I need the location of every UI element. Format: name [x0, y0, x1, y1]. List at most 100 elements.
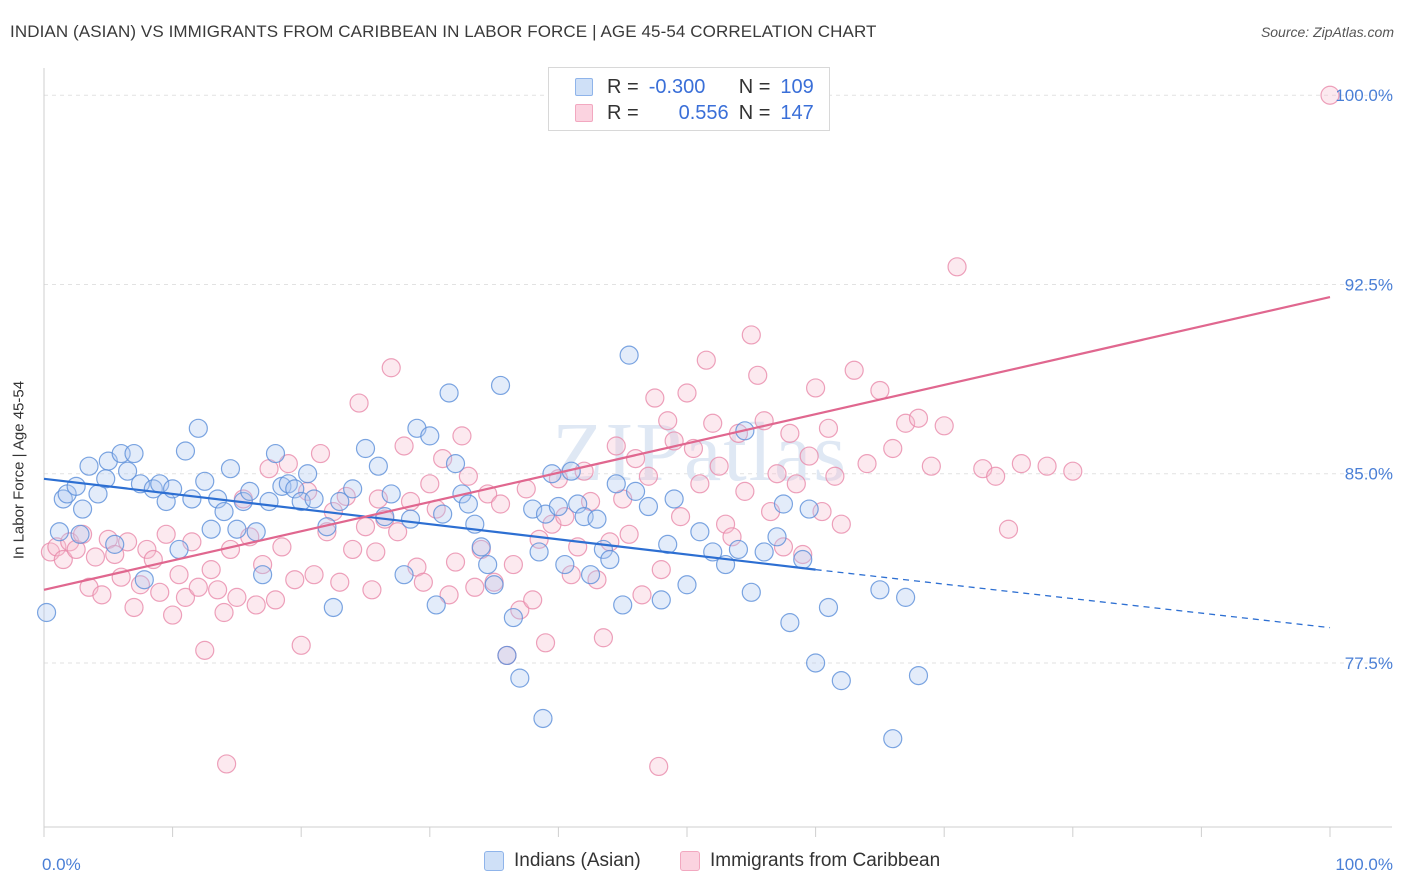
legend-row-caribbean: R = 0.556 N = 147: [575, 102, 814, 124]
x-tick-label-min: 0.0%: [42, 855, 81, 874]
indians-point: [246, 522, 266, 542]
caribbean-point: [670, 507, 691, 527]
indians-point: [677, 575, 697, 595]
indians-point: [36, 602, 57, 623]
caribbean-point: [388, 522, 408, 542]
caribbean-point: [214, 602, 234, 623]
indians-trend-extension: [815, 568, 1331, 629]
caribbean-point: [921, 456, 941, 476]
caribbean-point: [175, 587, 196, 607]
caribbean-point: [381, 358, 401, 378]
indians-point: [458, 494, 478, 514]
caribbean-point: [715, 514, 736, 534]
indians-point: [638, 496, 659, 517]
caribbean-point: [632, 585, 652, 605]
indians-point: [70, 524, 90, 544]
indians-point: [143, 479, 163, 499]
indians-point: [105, 534, 125, 554]
indians-point: [548, 496, 569, 517]
caribbean-point: [658, 411, 678, 431]
n-value: 147: [780, 101, 814, 124]
indians-point: [117, 461, 138, 481]
caribbean-point: [355, 517, 376, 537]
caribbean-point: [85, 547, 106, 567]
y-tick-label: 100.0%: [1335, 86, 1393, 105]
caribbean-point: [773, 537, 794, 557]
indians-point: [265, 443, 286, 464]
indians-point: [818, 597, 839, 618]
caribbean-point: [510, 600, 530, 620]
caribbean-point: [606, 436, 626, 456]
indians-point: [72, 499, 93, 519]
axes: [43, 68, 1392, 837]
y-tick-label: 92.5%: [1345, 275, 1393, 294]
indians-point: [799, 499, 819, 519]
indians-point: [773, 494, 794, 514]
caribbean-point: [587, 570, 607, 590]
caribbean-point: [722, 527, 742, 547]
caribbean-point: [433, 448, 453, 469]
caribbean-point: [857, 454, 877, 474]
caribbean-point: [47, 537, 67, 557]
indians-point: [767, 527, 787, 547]
y-tick-label: 85.0%: [1345, 465, 1393, 484]
r-value: 0.556: [678, 101, 729, 124]
caribbean-point: [767, 464, 787, 484]
legend-item-caribbean: Immigrants from Caribbean: [680, 850, 940, 872]
caribbean-point: [703, 413, 723, 433]
indians-point: [433, 504, 453, 524]
caribbean-point: [195, 640, 215, 660]
caribbean-point: [649, 756, 669, 777]
caribbean-point: [105, 544, 125, 565]
indians-point: [66, 476, 86, 496]
caribbean-point: [677, 383, 697, 403]
caribbean-point: [1320, 85, 1340, 105]
legend-item-indians: Indians (Asian): [484, 850, 641, 872]
caribbean-point: [465, 577, 485, 597]
caribbean-point: [278, 454, 298, 474]
caribbean-point: [818, 418, 839, 438]
indians-point: [908, 665, 929, 686]
indians-point: [490, 375, 511, 396]
caribbean-point: [413, 572, 433, 592]
indians-point: [188, 418, 208, 438]
indians-point: [555, 554, 575, 575]
caribbean-point: [741, 325, 761, 345]
caribbean-point: [201, 560, 221, 580]
indians-point: [253, 565, 273, 585]
indians-point: [658, 534, 678, 554]
caribbean-point: [208, 580, 228, 600]
caribbean-point: [1011, 454, 1031, 474]
caribbean-point: [896, 413, 916, 433]
legend-swatch-caribbean: [680, 851, 700, 871]
indians-point: [580, 565, 601, 585]
n-label: N =: [738, 101, 771, 124]
caribbean-point: [458, 466, 478, 486]
indians-point: [728, 539, 749, 560]
caribbean-point: [696, 350, 716, 370]
caribbean-point: [169, 565, 189, 585]
caribbean-point: [253, 554, 273, 575]
caribbean-point: [908, 408, 929, 428]
caribbean-point: [304, 565, 324, 585]
source-label: Source: ZipAtlas.com: [1260, 24, 1394, 40]
indians-point: [400, 509, 421, 529]
indians-point: [587, 509, 607, 529]
caribbean-point: [651, 560, 671, 580]
caribbean-point: [735, 481, 755, 501]
indians-point: [298, 464, 318, 484]
r-label: R =: [607, 75, 639, 98]
caribbean-point: [748, 365, 768, 385]
indians-point: [497, 645, 517, 666]
indians-point: [175, 441, 196, 461]
indians-point: [503, 607, 523, 628]
indians-point: [259, 491, 279, 512]
indians-point: [780, 613, 800, 633]
caribbean-point: [343, 539, 363, 560]
caribbean-trend-line: [43, 296, 1331, 591]
legend-swatch-indians: [484, 851, 504, 871]
caribbean-point: [439, 585, 459, 605]
indians-point: [805, 653, 826, 673]
caribbean-point: [272, 537, 292, 557]
caribbean-point: [137, 539, 157, 560]
